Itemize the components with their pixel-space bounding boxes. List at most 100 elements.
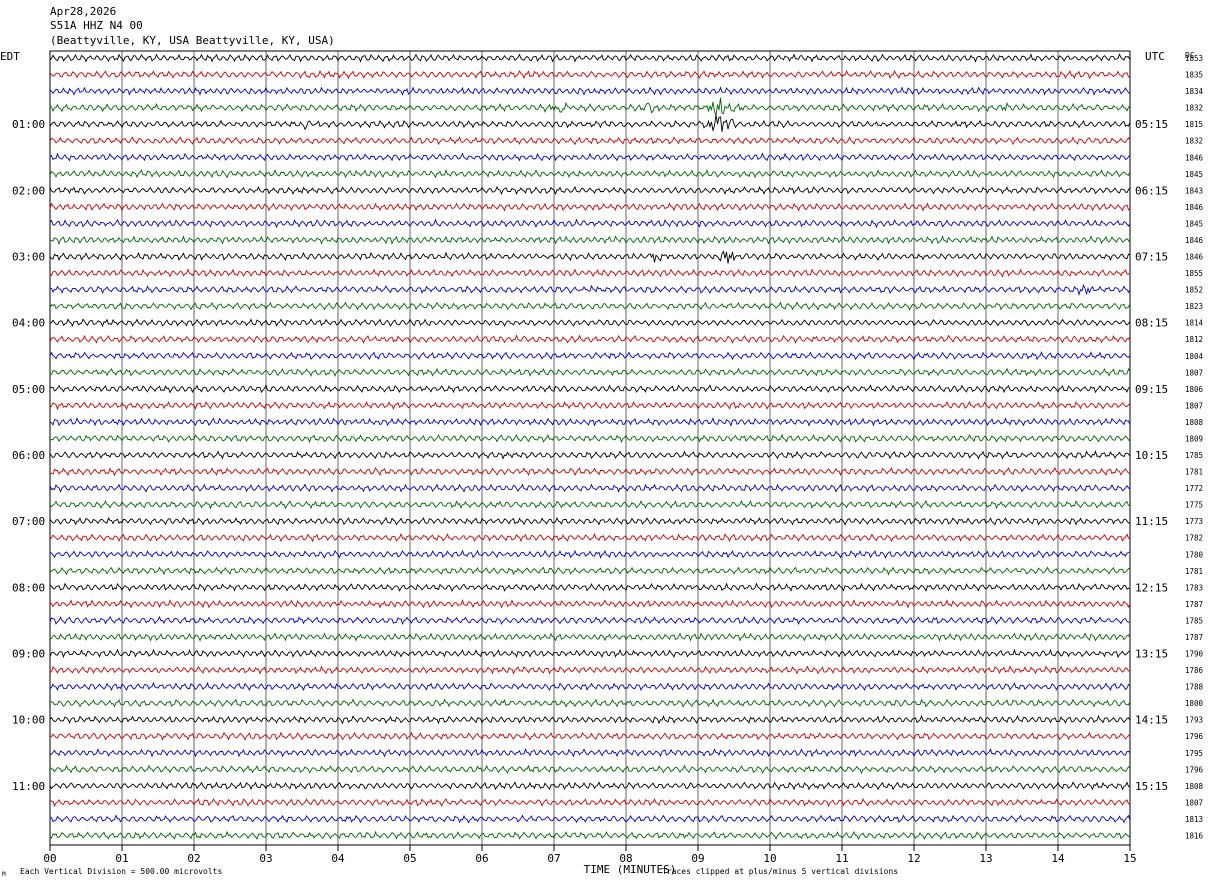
dc-offset-label: 1795	[1185, 749, 1203, 758]
left-hour-label: 11:00	[12, 780, 45, 793]
right-hour-label: 07:15	[1135, 251, 1168, 264]
right-hour-label: 10:15	[1135, 449, 1168, 462]
dc-offset-label: 1808	[1185, 782, 1204, 791]
dc-offset-label: 1834	[1185, 87, 1204, 96]
right-hour-label: 15:15	[1135, 780, 1168, 793]
seismic-trace	[49, 417, 1131, 427]
left-timezone-label: EDT	[0, 50, 20, 63]
seismic-trace	[49, 781, 1131, 791]
dc-offset-label: 1783	[1185, 583, 1203, 592]
dc-offset-label: 1845	[1185, 219, 1203, 228]
seismic-trace	[49, 466, 1131, 477]
dc-offset-label: 1787	[1185, 633, 1203, 642]
left-hour-label: 01:00	[12, 118, 45, 131]
dc-offset-label: 1823	[1185, 302, 1203, 311]
dc-offset-label: 1780	[1185, 550, 1204, 559]
seismic-trace	[49, 532, 1131, 543]
x-axis-title: TIME (MINUTES)	[584, 863, 677, 876]
seismic-trace	[49, 797, 1131, 808]
right-hour-label: 09:15	[1135, 383, 1168, 396]
dc-offset-label: 1846	[1185, 153, 1204, 162]
dc-offset-label: 1785	[1185, 451, 1203, 460]
left-hour-label: 07:00	[12, 515, 45, 528]
right-hour-label: 13:15	[1135, 648, 1168, 661]
seismic-trace	[49, 152, 1131, 162]
seismic-trace	[49, 599, 1131, 609]
footer-clip: Traces clipped at plus/minus 5 vertical …	[662, 867, 898, 876]
seismic-trace	[49, 764, 1131, 775]
dc-offset-label: 1815	[1185, 120, 1203, 129]
x-tick-label: 07	[547, 852, 560, 865]
footer-scale: Each Vertical Division = 500.00 microvol…	[20, 867, 222, 876]
x-tick-label: 08	[619, 852, 632, 865]
seismic-trace	[49, 499, 1131, 510]
label-group: 00 01 02 03 04 05 06 07 08 09 10 11 12 13 14 15 1853 1835…	[12, 54, 1204, 865]
seismic-trace	[49, 483, 1131, 493]
header-date: Apr28,2026	[50, 5, 117, 18]
seismic-trace	[49, 400, 1131, 411]
x-tick-label: 15	[1123, 852, 1136, 865]
dc-offset-label: 1793	[1185, 716, 1203, 725]
seismic-trace	[49, 202, 1131, 212]
left-hour-label: 06:00	[12, 449, 45, 462]
right-hour-label: 14:15	[1135, 714, 1168, 727]
seismic-trace	[49, 648, 1131, 659]
seismic-trace	[49, 284, 1131, 297]
seismic-trace	[49, 714, 1131, 725]
dc-offset-label: 1843	[1185, 186, 1203, 195]
seismic-trace	[49, 731, 1131, 741]
dc-offset-label: 1807	[1185, 798, 1203, 807]
seismic-trace	[49, 97, 1131, 116]
dc-offset-label: 1786	[1185, 666, 1204, 675]
dc-offset-label: 1781	[1185, 567, 1203, 576]
dc-offset-label: 1846	[1185, 236, 1204, 245]
left-hour-label: 05:00	[12, 383, 45, 396]
x-tick-label: 03	[259, 852, 272, 865]
dc-offset-label: 1773	[1185, 517, 1203, 526]
seismic-trace	[49, 433, 1131, 444]
left-hour-label: 09:00	[12, 648, 45, 661]
x-tick-label: 01	[115, 852, 128, 865]
dc-offset-label: 1790	[1185, 650, 1204, 659]
dc-offset-label: 1816	[1185, 831, 1204, 840]
dc-offset-label: 1814	[1185, 319, 1204, 328]
x-tick-label: 02	[187, 852, 200, 865]
seismic-trace	[49, 384, 1130, 394]
x-tick-label: 06	[475, 852, 488, 865]
dc-offset-label: 1800	[1185, 699, 1204, 708]
dc-offset-label: 1788	[1185, 683, 1204, 692]
seismic-trace	[49, 69, 1131, 80]
seismic-trace	[49, 665, 1131, 675]
right-hour-label: 05:15	[1135, 118, 1168, 131]
dc-offset-label: 1796	[1185, 765, 1204, 774]
right-hour-label: 11:15	[1135, 515, 1168, 528]
dc-offset-label: 1845	[1185, 170, 1203, 179]
seismic-trace	[49, 268, 1131, 278]
seismic-trace	[49, 86, 1131, 96]
dc-column-label: DC	[1185, 51, 1195, 60]
seismic-trace	[49, 168, 1131, 179]
seismic-trace	[49, 566, 1130, 576]
dc-offset-label: 1846	[1185, 203, 1204, 212]
seismic-trace	[49, 748, 1131, 758]
x-tick-label: 05	[403, 852, 416, 865]
dc-offset-label: 1853	[1185, 54, 1203, 63]
seismic-trace	[49, 250, 1131, 264]
left-hour-label: 10:00	[12, 714, 45, 727]
dc-offset-label: 1807	[1185, 401, 1203, 410]
dc-offset-label: 1846	[1185, 253, 1204, 262]
seismic-trace	[49, 632, 1131, 642]
right-hour-label: 08:15	[1135, 317, 1168, 330]
left-hour-label: 02:00	[12, 184, 45, 197]
dc-offset-label: 1775	[1185, 501, 1203, 510]
seismic-trace	[49, 549, 1131, 559]
seismic-trace	[49, 830, 1131, 841]
left-hour-label: 03:00	[12, 251, 45, 264]
dc-offset-label: 1806	[1185, 385, 1204, 394]
seismic-trace	[49, 334, 1131, 344]
trace-group	[49, 53, 1131, 841]
left-hour-label: 04:00	[12, 317, 45, 330]
seismic-trace	[49, 351, 1131, 361]
dc-offset-label: 1782	[1185, 534, 1203, 543]
